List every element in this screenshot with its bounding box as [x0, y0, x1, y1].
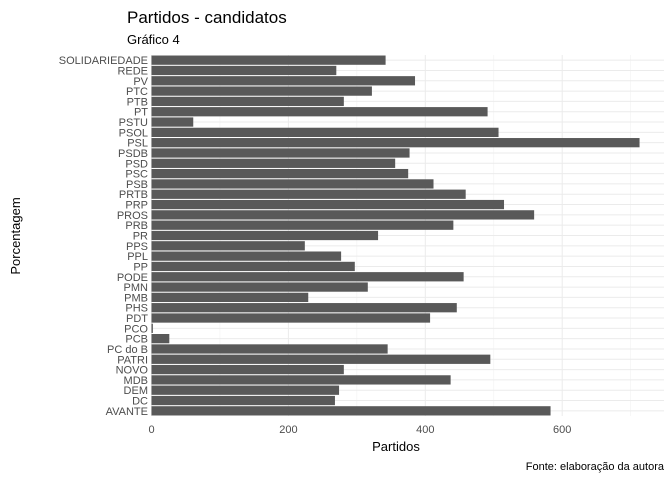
- category-label: PHS: [125, 303, 148, 315]
- bar: [151, 55, 386, 65]
- bar: [151, 395, 335, 406]
- category-label: PMB: [124, 292, 148, 304]
- bar: [151, 220, 454, 230]
- category-label: PSTU: [119, 117, 148, 129]
- category-label: PPS: [126, 241, 148, 253]
- bar: [151, 189, 466, 199]
- category-label: PPL: [127, 251, 148, 263]
- bars: [151, 55, 640, 416]
- category-label: PATRI: [117, 354, 148, 366]
- bar: [151, 117, 194, 127]
- category-label: PROS: [117, 210, 148, 222]
- category-label: PR: [133, 231, 148, 243]
- bar: [151, 179, 434, 189]
- x-axis-title: Partidos: [372, 439, 420, 454]
- bar: [151, 158, 396, 168]
- category-label: PSB: [126, 179, 148, 191]
- category-label: PSC: [125, 169, 148, 181]
- category-label: PCB: [125, 334, 148, 346]
- category-label: PODE: [117, 272, 148, 284]
- category-label: AVANTE: [106, 406, 148, 418]
- bar: [151, 323, 153, 333]
- bar: [151, 375, 451, 385]
- bar: [151, 199, 505, 210]
- chart-caption: Fonte: elaboração da autora: [526, 461, 665, 473]
- bar: [151, 76, 416, 86]
- category-label: PRP: [125, 200, 148, 212]
- bar: [151, 313, 431, 323]
- category-label: PSOL: [119, 127, 148, 139]
- category-label: MDB: [124, 375, 148, 387]
- bar: [151, 86, 372, 96]
- category-label: PRB: [125, 220, 148, 232]
- bar: [151, 261, 355, 272]
- category-label: PDT: [126, 313, 148, 325]
- category-label: SOLIDARIEDADE: [59, 55, 148, 67]
- bar: [151, 334, 170, 344]
- y-axis-title: Porcentagem: [8, 197, 23, 274]
- bar: [151, 272, 464, 282]
- bar: [151, 107, 488, 117]
- x-tick-label: 400: [416, 424, 434, 436]
- bar: [151, 282, 368, 292]
- bar: [151, 241, 305, 251]
- category-label: PV: [133, 76, 148, 88]
- category-label: PT: [134, 107, 148, 119]
- category-label: PRTB: [119, 189, 148, 201]
- bar: [151, 292, 309, 303]
- category-label: PSD: [125, 158, 148, 170]
- category-label: DC: [132, 396, 148, 408]
- x-tick-label: 200: [279, 424, 297, 436]
- category-label: PMN: [124, 282, 149, 294]
- category-label: DEM: [124, 385, 148, 397]
- bar: [151, 138, 640, 148]
- bar: [151, 385, 340, 395]
- category-label: PC do B: [107, 344, 148, 356]
- bar: [151, 303, 457, 313]
- category-label: PSDB: [118, 148, 148, 160]
- bar: [151, 406, 551, 416]
- x-tick-label: 600: [553, 424, 571, 436]
- category-label: PCO: [124, 323, 148, 335]
- category-label: PTB: [127, 96, 148, 108]
- bar: [151, 354, 491, 364]
- bar: [151, 65, 337, 76]
- category-label: PTC: [126, 86, 148, 98]
- bar: [151, 344, 388, 354]
- bar: [151, 210, 535, 220]
- chart-subtitle: Gráfico 4: [127, 32, 180, 47]
- bar: [151, 251, 342, 261]
- category-label: NOVO: [116, 365, 149, 377]
- category-label: REDE: [117, 65, 148, 77]
- x-tick-labels: 0 200 400 600: [148, 424, 571, 436]
- x-tick-label: 0: [148, 424, 154, 436]
- bar: [151, 127, 499, 137]
- category-label: PP: [133, 261, 148, 273]
- category-label: PSL: [127, 138, 148, 150]
- chart-title: Partidos - candidatos: [127, 8, 287, 27]
- bar: [151, 96, 344, 107]
- bar: [151, 168, 409, 179]
- bar: [151, 148, 410, 158]
- bar: [151, 364, 344, 375]
- bar: [151, 230, 379, 241]
